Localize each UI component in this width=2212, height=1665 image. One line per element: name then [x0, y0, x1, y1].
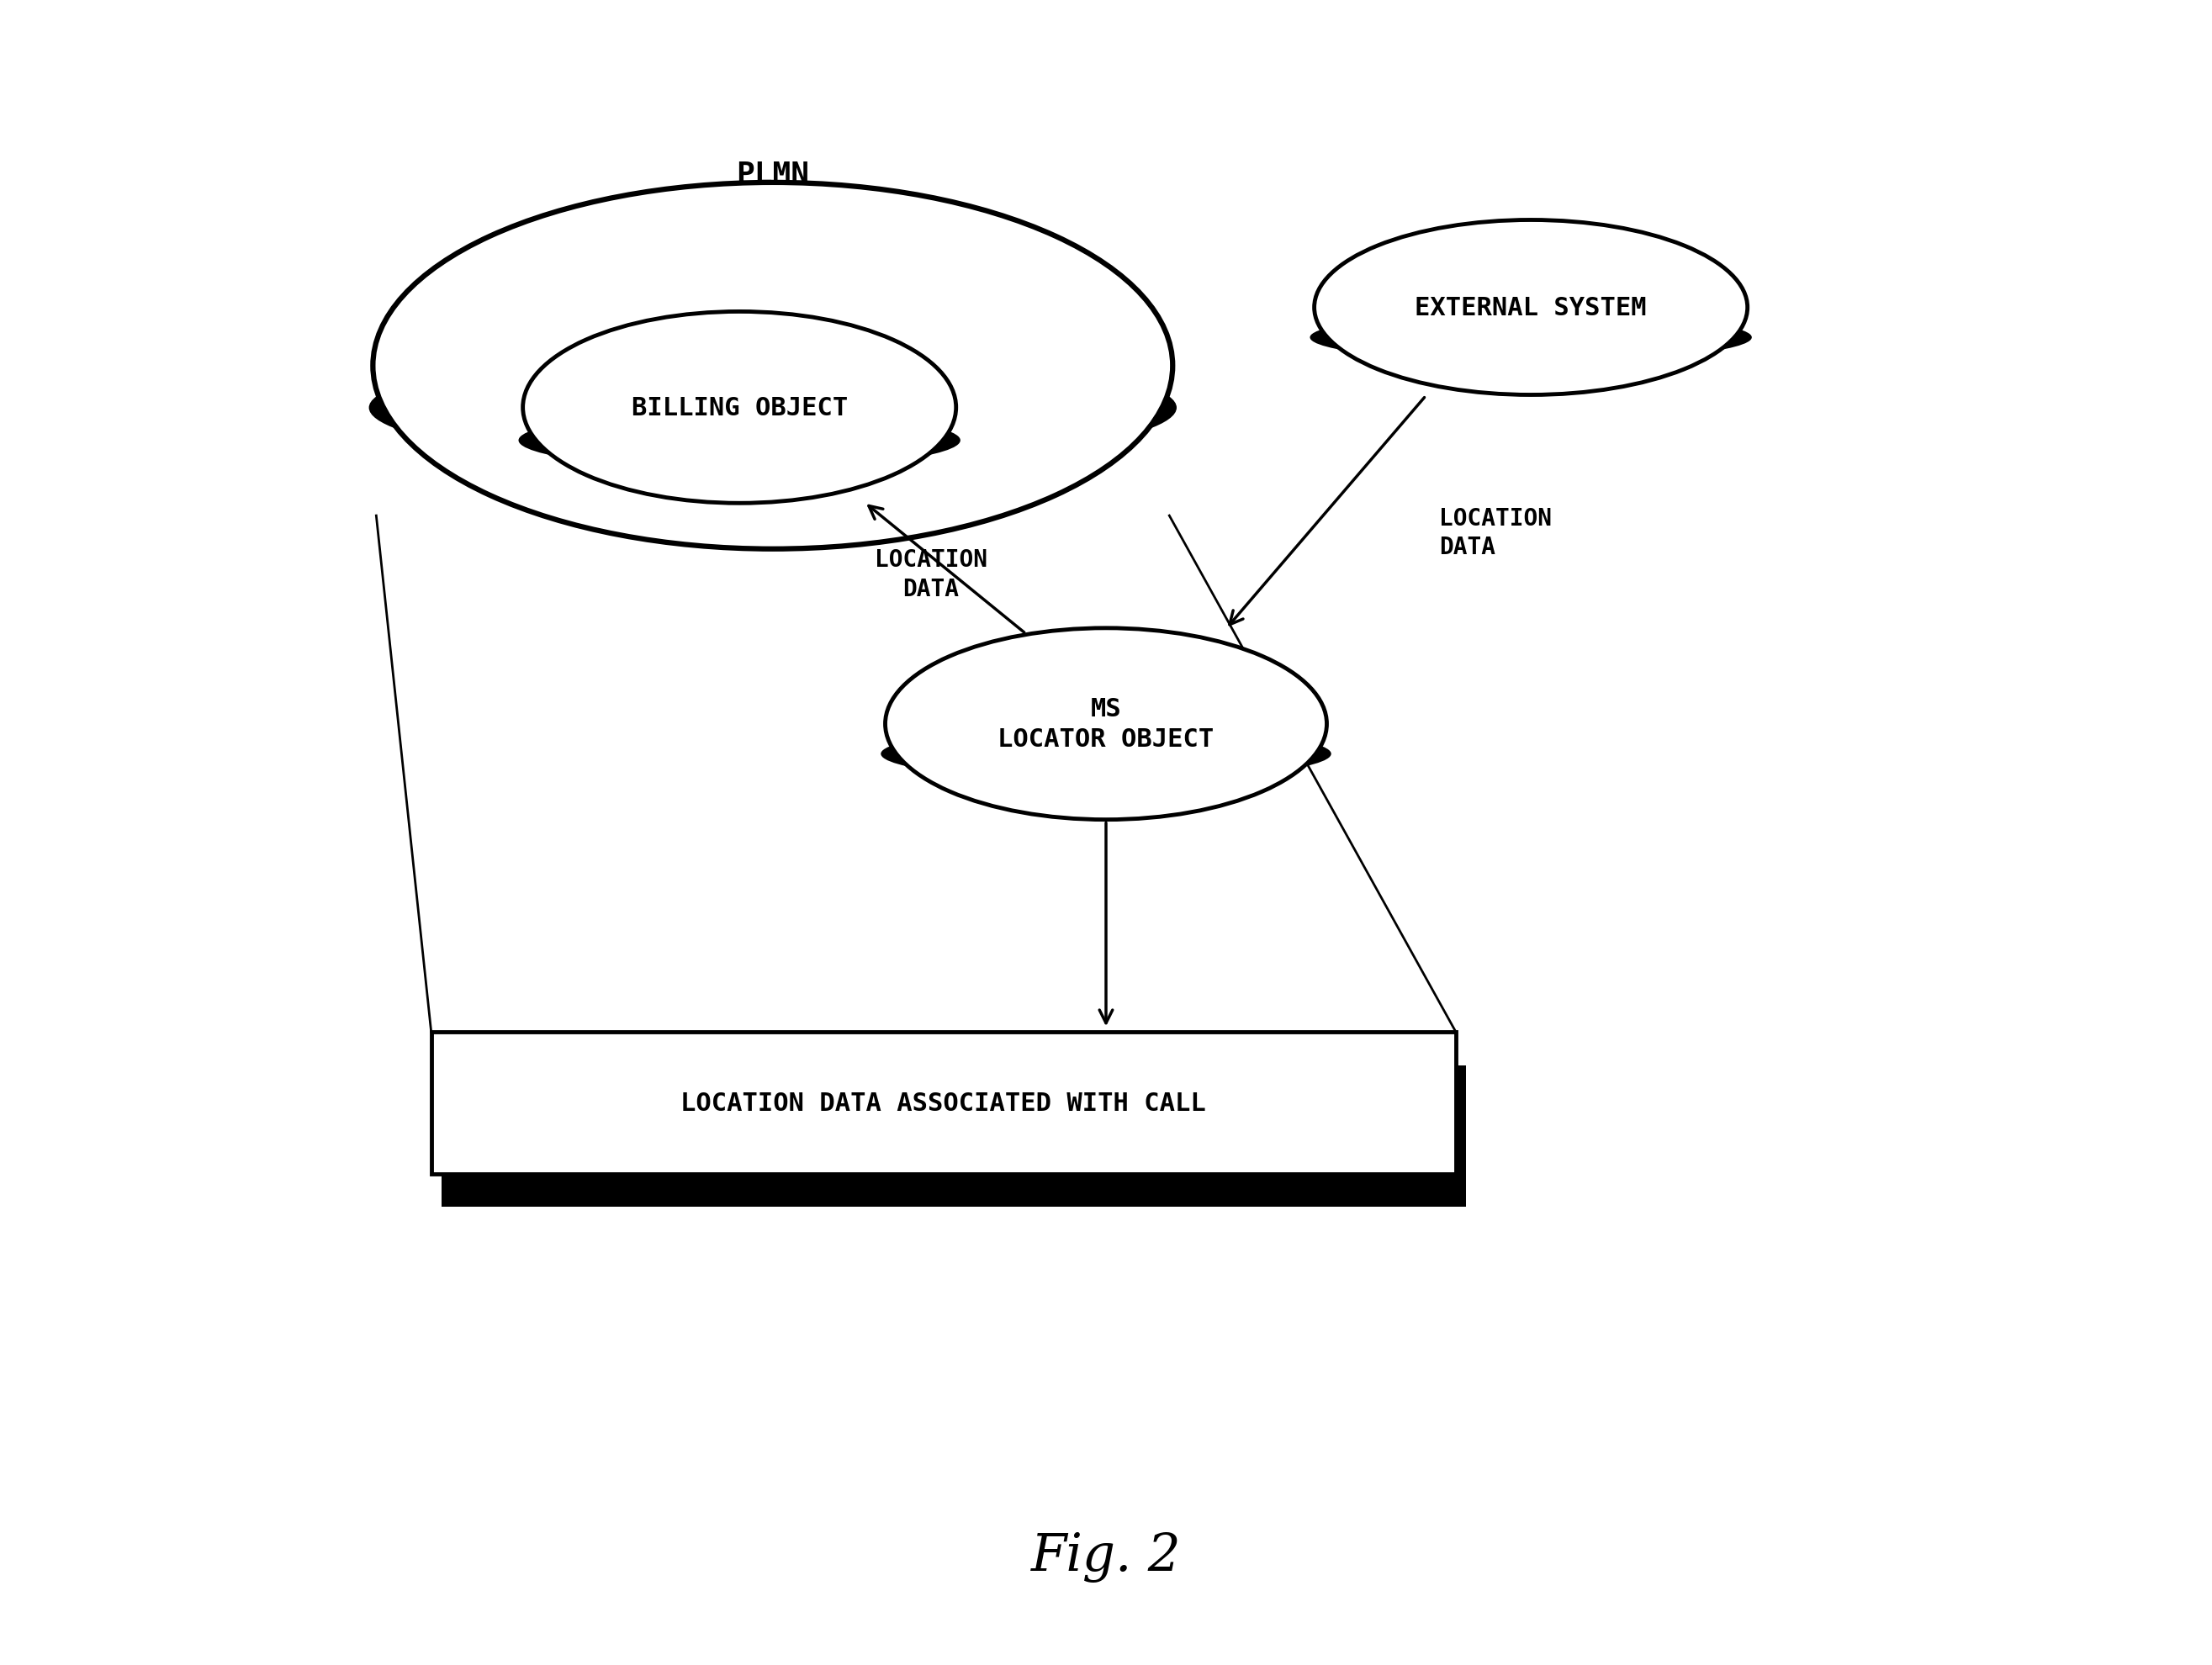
Ellipse shape [374, 183, 1172, 549]
Bar [440, 1066, 1467, 1207]
Text: BILLING OBJECT: BILLING OBJECT [630, 396, 847, 420]
Text: LOCATION
DATA: LOCATION DATA [1440, 506, 1553, 559]
Text: LOCATION DATA ASSOCIATED WITH CALL: LOCATION DATA ASSOCIATED WITH CALL [681, 1091, 1206, 1116]
Ellipse shape [369, 350, 1177, 466]
Ellipse shape [522, 311, 956, 503]
Text: EXTERNAL SYSTEM: EXTERNAL SYSTEM [1416, 296, 1646, 320]
Text: LOCATION
DATA: LOCATION DATA [874, 548, 987, 601]
Ellipse shape [885, 628, 1327, 819]
Text: Fig. 2: Fig. 2 [1031, 1532, 1181, 1582]
Ellipse shape [880, 728, 1332, 781]
Ellipse shape [518, 413, 960, 470]
Text: PLMN: PLMN [737, 160, 810, 190]
Bar [431, 1032, 1455, 1174]
Text: MS
LOCATOR OBJECT: MS LOCATOR OBJECT [998, 698, 1214, 751]
Ellipse shape [1310, 313, 1752, 363]
Ellipse shape [1314, 220, 1747, 396]
